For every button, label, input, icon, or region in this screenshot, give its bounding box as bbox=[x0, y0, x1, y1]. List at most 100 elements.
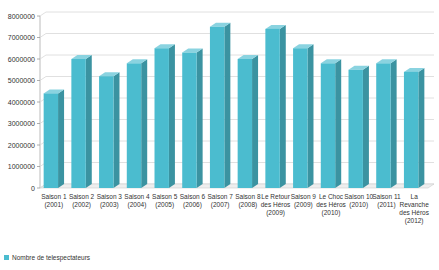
x-tick-label-line: La bbox=[411, 193, 419, 200]
x-tick-label-line: (2010) bbox=[349, 201, 368, 209]
legend-swatch bbox=[4, 255, 9, 260]
x-tick-label-line: (2009) bbox=[266, 209, 285, 217]
bar-front bbox=[155, 48, 169, 188]
chart-svg: 0100000020000003000000400000050000006000… bbox=[0, 0, 439, 270]
bar-side bbox=[280, 25, 286, 188]
x-tick-label-line: des Héros bbox=[316, 201, 346, 208]
bar-side bbox=[391, 59, 397, 188]
bar-front bbox=[349, 70, 363, 188]
bar-side bbox=[224, 23, 230, 188]
bar-top bbox=[404, 68, 424, 72]
x-tick-label-line: (2006) bbox=[183, 201, 202, 209]
tick-mark bbox=[37, 37, 40, 38]
y-tick-label: 3000000 bbox=[8, 120, 35, 127]
tick-mark bbox=[37, 102, 40, 103]
y-tick-label: 1000000 bbox=[8, 163, 35, 170]
bar-side bbox=[197, 49, 203, 188]
chart-container: 0100000020000003000000400000050000006000… bbox=[0, 0, 439, 270]
x-tick-label: Saison 3(2003) bbox=[97, 193, 123, 209]
bar-side bbox=[418, 68, 424, 188]
x-tick-label: Saison 11(2011) bbox=[372, 193, 401, 209]
bar bbox=[44, 89, 64, 188]
grid-line bbox=[40, 12, 434, 16]
bar-front bbox=[44, 93, 58, 188]
x-tick-label-line: Saison 7 bbox=[207, 193, 233, 200]
bar-top bbox=[293, 44, 313, 48]
x-tick-label-line: (2004) bbox=[128, 201, 147, 209]
x-tick-label: Saison 6(2006) bbox=[180, 193, 206, 209]
tick-mark bbox=[37, 80, 40, 81]
bar-top bbox=[321, 59, 341, 63]
x-tick-label: Saison 10(2010) bbox=[344, 193, 373, 209]
x-tick-label-line: Le Choc bbox=[319, 193, 344, 200]
bar-front bbox=[99, 76, 113, 188]
x-tick-label-line: Saison 6 bbox=[180, 193, 206, 200]
x-tick-label: Saison 7(2007) bbox=[207, 193, 233, 209]
bar-top bbox=[376, 59, 396, 63]
x-tick-label-line: (2009) bbox=[294, 201, 313, 209]
bar-front bbox=[127, 63, 141, 188]
x-tick-label-line: Saison 5 bbox=[152, 193, 178, 200]
tick-mark bbox=[37, 166, 40, 167]
x-tick-label-line: Saison 2 bbox=[69, 193, 95, 200]
x-tick-label-line: (2003) bbox=[100, 201, 119, 209]
x-tick-label-line: Saison 9 bbox=[291, 193, 317, 200]
bar-front bbox=[210, 27, 224, 188]
bar bbox=[238, 55, 258, 188]
x-tick-label-line: (2011) bbox=[377, 201, 395, 209]
bar bbox=[376, 59, 396, 188]
bar-top bbox=[182, 49, 202, 53]
bar-top bbox=[238, 55, 258, 59]
x-tick-label-line: des Héros bbox=[399, 209, 429, 216]
grid-line bbox=[40, 34, 434, 38]
bar-side bbox=[252, 55, 258, 188]
y-tick-label: 7000000 bbox=[8, 34, 35, 41]
bar-front bbox=[404, 72, 418, 188]
x-tick-label: Saison 4(2004) bbox=[124, 193, 150, 209]
x-tick-label-line: des Héros bbox=[261, 201, 291, 208]
x-tick-label-line: Saison 8 bbox=[235, 193, 261, 200]
bar bbox=[182, 49, 202, 188]
x-tick-label: LaRevanchedes Héros(2012) bbox=[399, 193, 429, 225]
bar bbox=[127, 59, 147, 188]
bar-side bbox=[141, 59, 147, 188]
bar-top bbox=[349, 66, 369, 70]
x-tick-label: Saison 8(2008) bbox=[235, 193, 261, 209]
bar bbox=[349, 66, 369, 188]
tick-mark bbox=[37, 123, 40, 124]
y-tick-label: 8000000 bbox=[8, 13, 35, 20]
bar-front bbox=[293, 48, 307, 188]
x-tick-label-line: (2012) bbox=[405, 217, 424, 225]
x-tick-label: Saison 2(2002) bbox=[69, 193, 95, 209]
x-tick-label-line: Saison 3 bbox=[97, 193, 123, 200]
bar bbox=[293, 44, 313, 188]
x-tick-label-line: Saison 11 bbox=[372, 193, 401, 200]
x-tick-label: Saison 9(2009) bbox=[291, 193, 317, 209]
x-tick-label-line: (2007) bbox=[211, 201, 230, 209]
bar-side bbox=[113, 72, 119, 188]
bar-front bbox=[265, 29, 279, 188]
bar-front bbox=[376, 63, 390, 188]
x-tick-label-line: (2002) bbox=[72, 201, 91, 209]
x-tick-label-line: (2005) bbox=[155, 201, 174, 209]
bar-front bbox=[321, 63, 335, 188]
x-tick-label-line: Revanche bbox=[400, 201, 430, 208]
y-tick-label: 0 bbox=[31, 185, 35, 192]
bar-side bbox=[307, 44, 313, 188]
bar-front bbox=[238, 59, 252, 188]
grid-line bbox=[40, 55, 434, 59]
bar-top bbox=[99, 72, 119, 76]
bar bbox=[265, 25, 285, 188]
y-tick-label: 5000000 bbox=[8, 77, 35, 84]
bar-top bbox=[155, 44, 175, 48]
bar-front bbox=[182, 53, 196, 188]
bar bbox=[210, 23, 230, 188]
y-tick-label: 6000000 bbox=[8, 56, 35, 63]
legend: Nombre de telespectateurs bbox=[4, 254, 91, 262]
bar-side bbox=[335, 59, 341, 188]
bar-top bbox=[127, 59, 147, 63]
bar-side bbox=[169, 44, 175, 188]
legend-label: Nombre de telespectateurs bbox=[12, 254, 91, 262]
bar-side bbox=[363, 66, 369, 188]
x-tick-label-line: Le Retour bbox=[261, 193, 290, 200]
